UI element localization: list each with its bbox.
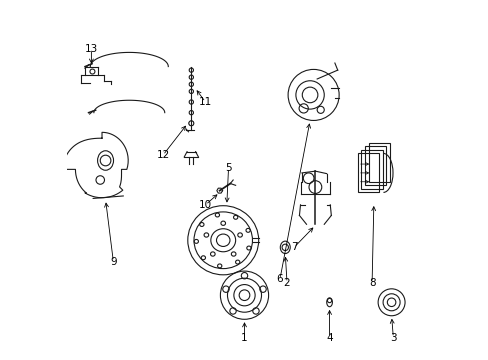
Circle shape (189, 75, 193, 79)
Bar (361, 150, 382, 189)
Text: 8: 8 (368, 278, 375, 288)
Circle shape (189, 121, 193, 125)
Bar (364, 146, 386, 185)
Text: 6: 6 (276, 274, 283, 284)
Text: 2: 2 (283, 278, 290, 288)
Circle shape (189, 111, 193, 115)
Circle shape (189, 89, 193, 94)
Text: 13: 13 (84, 44, 98, 54)
Text: 7: 7 (290, 242, 297, 252)
Bar (357, 153, 378, 192)
Text: 12: 12 (156, 150, 169, 160)
Text: 4: 4 (325, 333, 332, 343)
Text: 1: 1 (241, 333, 247, 343)
Circle shape (189, 100, 193, 104)
Text: 9: 9 (110, 257, 117, 266)
Text: 3: 3 (389, 333, 396, 343)
Text: 11: 11 (199, 97, 212, 107)
Text: 5: 5 (225, 163, 231, 172)
Text: 10: 10 (199, 200, 212, 210)
Circle shape (189, 82, 193, 86)
Circle shape (188, 121, 193, 126)
Bar (368, 143, 389, 182)
Circle shape (189, 68, 193, 72)
